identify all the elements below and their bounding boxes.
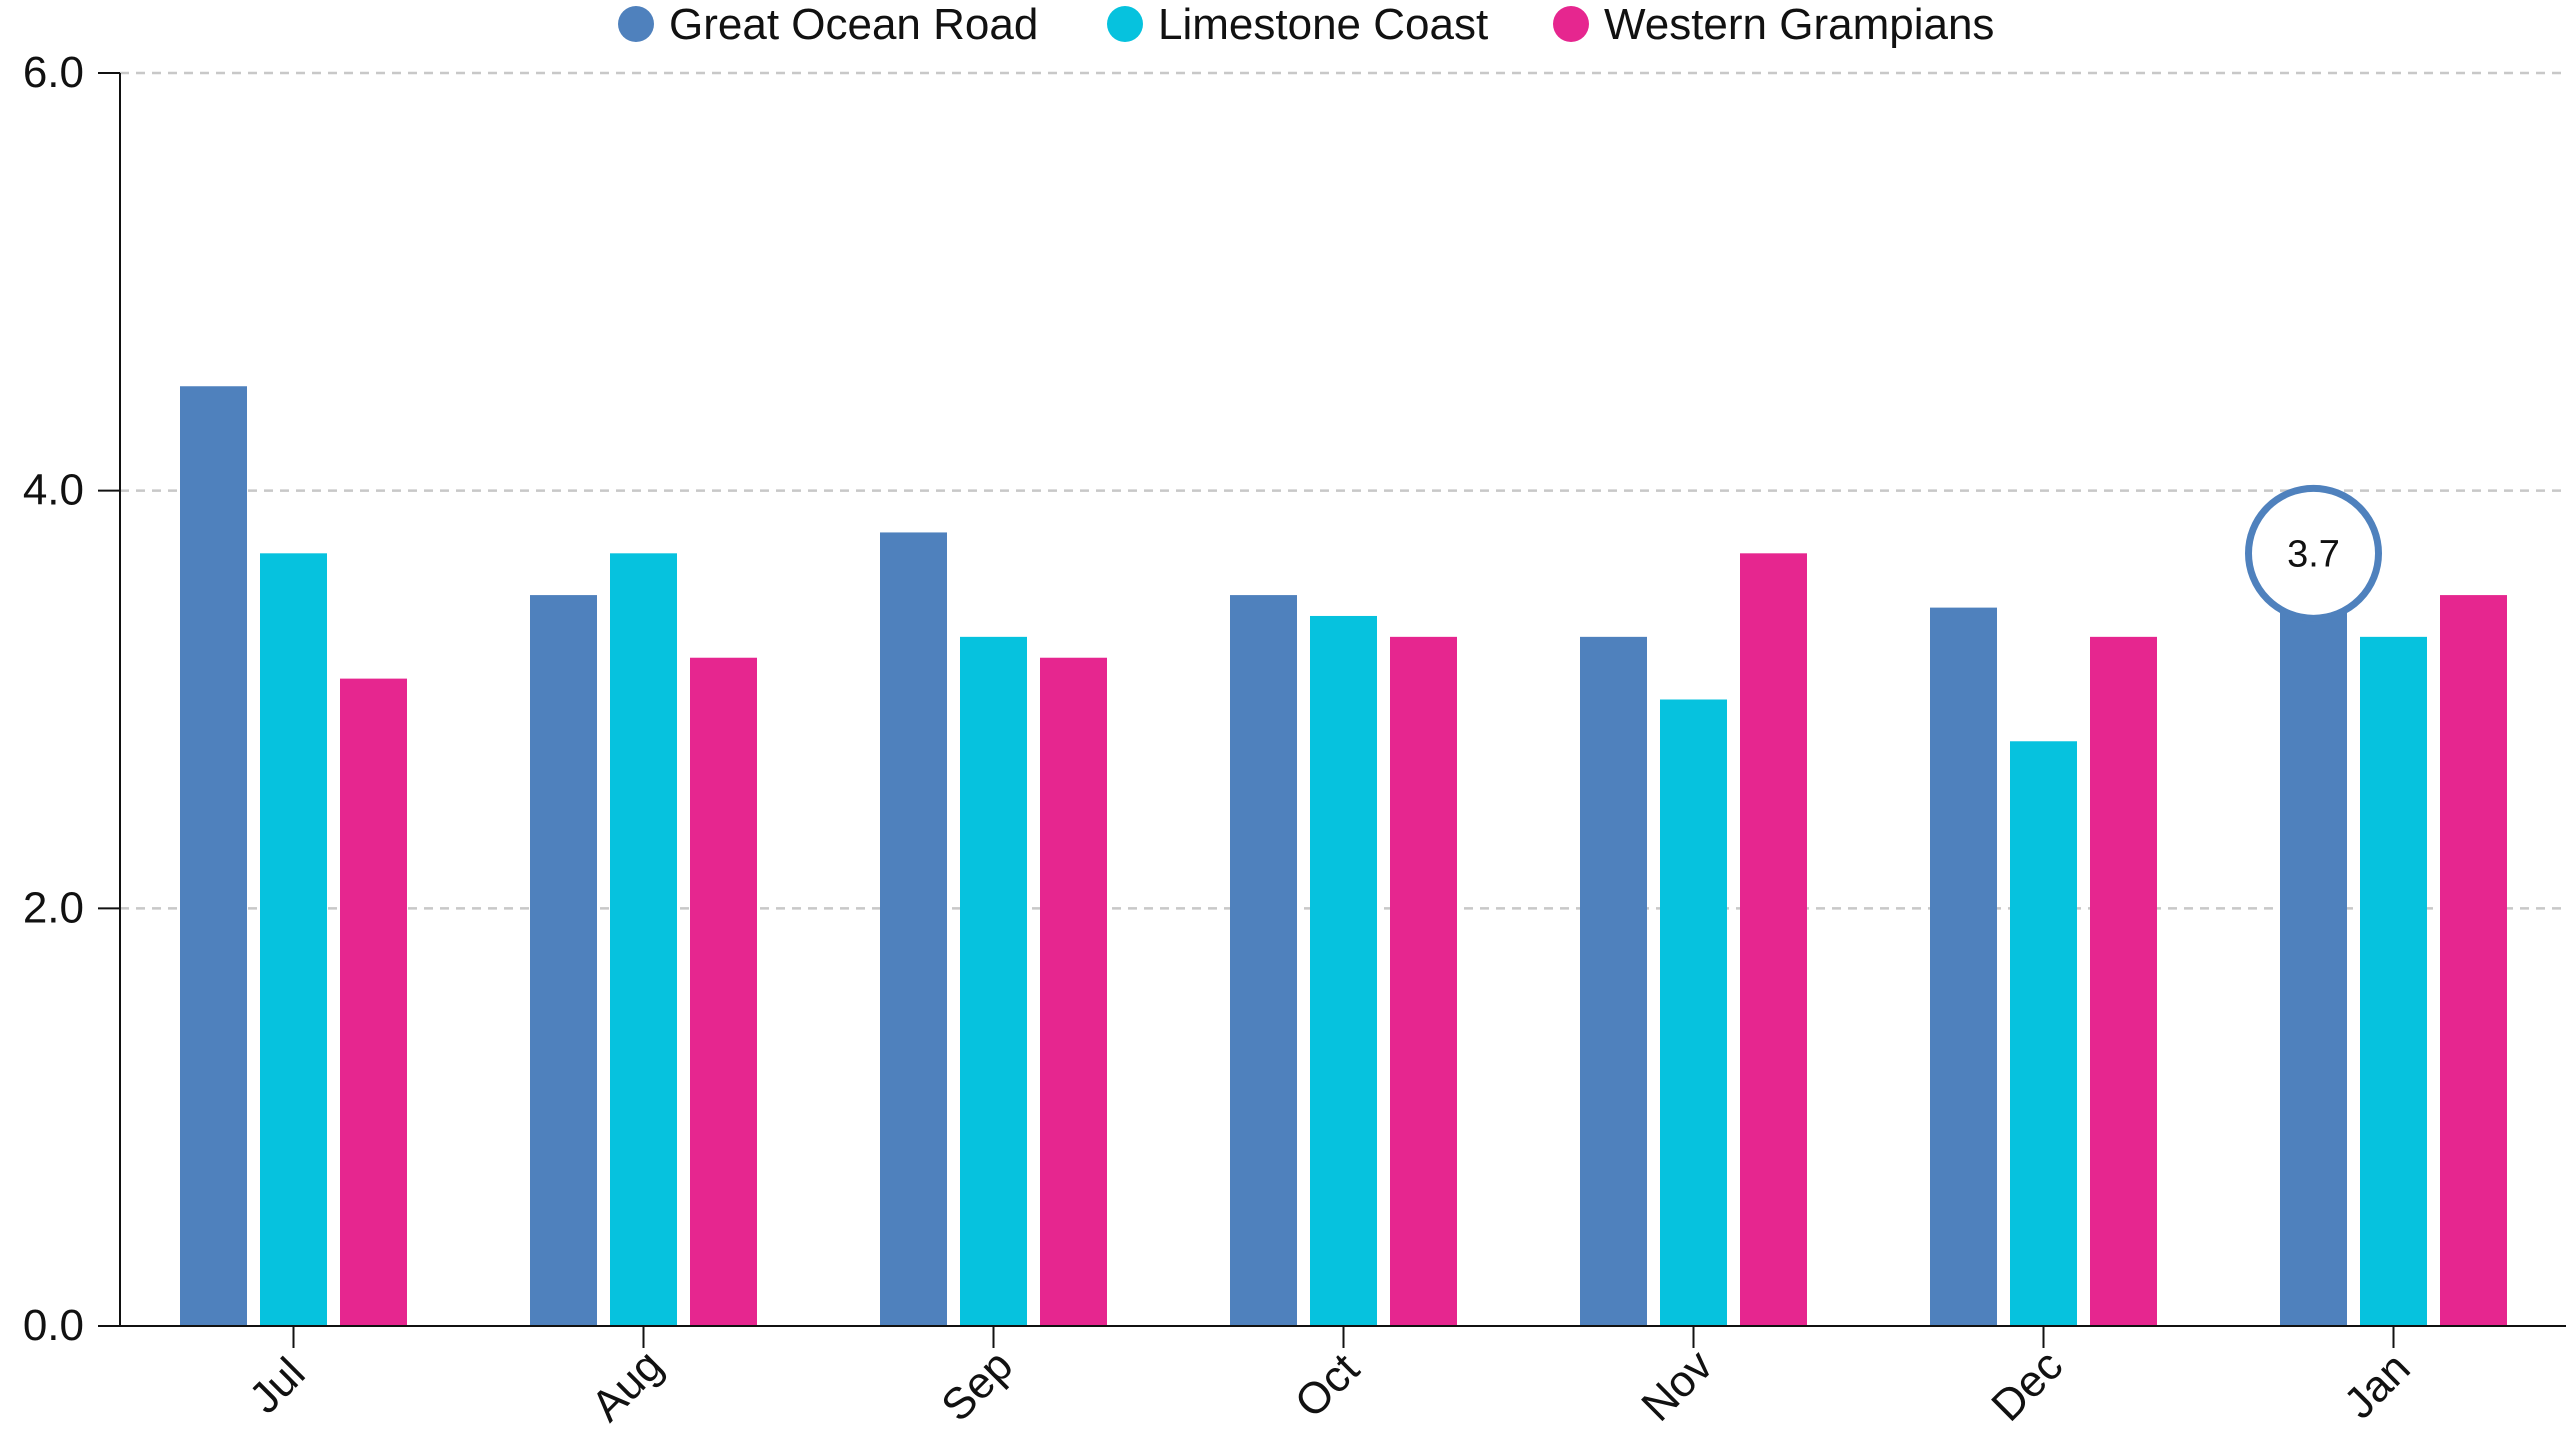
bar[interactable]: [2360, 636, 2427, 1326]
bar[interactable]: [1660, 699, 1727, 1327]
legend-label: Western Grampians: [1604, 0, 1994, 49]
legend-label: Great Ocean Road: [669, 0, 1038, 49]
bar[interactable]: [1740, 553, 1807, 1326]
bar[interactable]: [340, 678, 407, 1326]
highlight-value-label: 3.7: [2287, 533, 2340, 575]
legend-marker: [618, 6, 654, 42]
x-tick-label: Jul: [240, 1349, 314, 1423]
bar[interactable]: [1040, 657, 1107, 1326]
x-tick-label: Jan: [2335, 1343, 2420, 1428]
x-axis-ticks: Jul Aug Sep Oct Nov Dec Jan: [240, 1326, 2420, 1431]
bar[interactable]: [960, 636, 1027, 1326]
bar[interactable]: [1390, 636, 1457, 1326]
legend-label: Limestone Coast: [1158, 0, 1488, 49]
x-tick-label: Sep: [932, 1341, 1022, 1431]
bar[interactable]: [2280, 553, 2347, 1326]
y-tick-label: 6.0: [23, 48, 84, 97]
legend-marker: [1553, 6, 1589, 42]
bar[interactable]: [260, 553, 327, 1326]
bar[interactable]: [1930, 607, 1997, 1326]
x-tick-label: Aug: [582, 1341, 672, 1431]
bar[interactable]: [2090, 636, 2157, 1326]
bar[interactable]: [690, 657, 757, 1326]
y-tick-label: 4.0: [23, 466, 84, 515]
bar[interactable]: [2440, 595, 2507, 1326]
legend-marker: [1107, 6, 1143, 42]
highlight-annotation: 3.7: [2245, 484, 2382, 622]
y-tick-label: 2.0: [23, 883, 84, 932]
x-tick-label: Nov: [1632, 1341, 1722, 1431]
bar[interactable]: [1230, 595, 1297, 1326]
bar[interactable]: [610, 553, 677, 1326]
y-tick-label: 0.0: [23, 1301, 84, 1350]
bar[interactable]: [1310, 615, 1377, 1326]
x-tick-label: Dec: [1982, 1341, 2072, 1431]
bar[interactable]: [180, 386, 247, 1326]
highlight-circle: [2245, 484, 2382, 622]
legend-item[interactable]: Limestone Coast: [1107, 0, 1488, 49]
legend: Great Ocean Road Limestone Coast Western G…: [618, 0, 1994, 49]
y-axis-ticks: 0.0 2.0 4.0 6.0: [23, 48, 120, 1350]
bar[interactable]: [530, 595, 597, 1326]
bars: [180, 386, 2507, 1326]
bar[interactable]: [880, 532, 947, 1326]
bar[interactable]: [2010, 741, 2077, 1326]
legend-item[interactable]: Great Ocean Road: [618, 0, 1038, 49]
x-tick-label: Oct: [1286, 1344, 1369, 1427]
bar[interactable]: [1580, 636, 1647, 1326]
legend-item[interactable]: Western Grampians: [1553, 0, 1994, 49]
